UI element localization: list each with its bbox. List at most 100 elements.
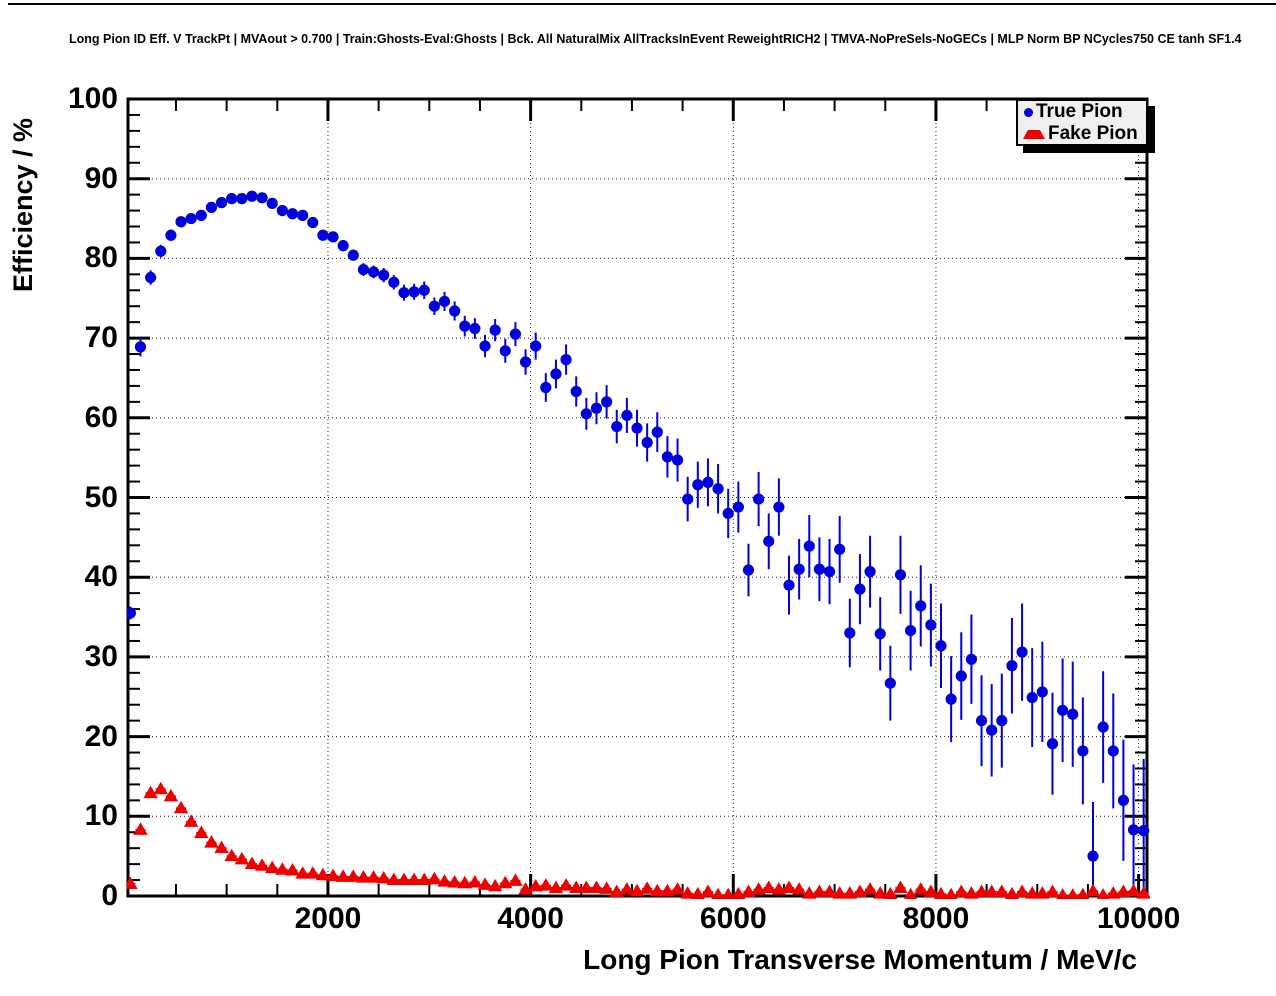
data-point	[945, 693, 957, 705]
legend-item-fake-pion: Fake Pion	[1018, 123, 1146, 145]
data-point	[1107, 745, 1119, 757]
data-point	[631, 422, 643, 434]
data-point	[590, 402, 603, 414]
data-point	[479, 340, 491, 352]
data-point	[244, 856, 260, 870]
data-point	[540, 381, 552, 394]
data-point	[568, 880, 584, 894]
data-point	[802, 886, 817, 899]
data-point	[1035, 886, 1050, 899]
canvas-top-border	[8, 3, 1276, 5]
data-point	[367, 266, 380, 278]
data-point	[143, 785, 158, 799]
data-point	[538, 878, 554, 891]
data-point	[1056, 888, 1069, 899]
data-point	[832, 886, 847, 899]
data-point	[366, 870, 381, 883]
x-tick-label: 8000	[902, 902, 970, 935]
legend: True Pion Fake Pion	[1016, 99, 1155, 153]
fake-pion-marker-icon	[1023, 129, 1045, 139]
data-point	[741, 884, 756, 898]
data-point	[974, 884, 989, 898]
data-point	[934, 886, 949, 899]
data-point	[803, 540, 815, 552]
data-point	[781, 880, 797, 894]
data-point	[386, 872, 402, 886]
data-point	[195, 209, 207, 221]
series-true-pion	[127, 190, 1150, 896]
data-point	[761, 880, 776, 894]
data-point	[580, 408, 592, 420]
data-point	[854, 583, 866, 595]
data-point	[145, 271, 157, 284]
data-point	[447, 874, 462, 888]
data-point	[751, 882, 766, 895]
data-point	[214, 840, 229, 854]
data-point	[862, 882, 878, 895]
data-point	[509, 328, 522, 340]
data-point	[954, 884, 969, 898]
data-point	[742, 564, 755, 576]
data-point	[680, 886, 695, 899]
data-point	[731, 886, 746, 899]
data-point	[1077, 745, 1089, 757]
data-point	[812, 884, 827, 898]
data-point	[185, 212, 197, 225]
data-point	[459, 320, 471, 332]
data-point	[822, 884, 837, 898]
data-point	[155, 245, 167, 257]
data-point	[1097, 721, 1109, 733]
y-tick-label: 90	[84, 161, 118, 195]
x-tick-label: 6000	[699, 902, 767, 935]
data-point	[1126, 883, 1141, 897]
data-point	[127, 607, 136, 619]
data-point	[994, 884, 1010, 898]
data-point	[317, 229, 329, 241]
data-point	[964, 886, 979, 899]
data-point	[406, 872, 422, 886]
data-point	[418, 284, 430, 296]
data-point	[955, 670, 967, 682]
data-point	[499, 345, 511, 357]
data-point	[570, 385, 582, 398]
data-point	[266, 197, 278, 210]
data-point	[489, 324, 501, 336]
data-point	[923, 884, 939, 898]
data-point	[183, 814, 199, 827]
data-point	[944, 887, 958, 899]
data-point	[1036, 686, 1048, 698]
y-tick-label: 30	[84, 639, 118, 673]
data-point	[599, 881, 614, 894]
data-point	[315, 867, 331, 881]
data-point	[842, 886, 858, 899]
data-point	[721, 887, 735, 899]
data-point	[246, 190, 258, 202]
data-point	[428, 300, 440, 312]
data-point	[609, 884, 624, 898]
y-tick-label: 50	[84, 480, 118, 514]
data-point	[356, 870, 371, 883]
data-point	[621, 409, 633, 422]
data-point	[1106, 886, 1121, 899]
data-point	[467, 874, 483, 888]
data-point	[285, 863, 300, 876]
x-axis-title: Long Pion Transverse Momentum / MeV/c	[583, 944, 1137, 975]
data-point	[327, 231, 339, 243]
data-point	[275, 862, 290, 875]
data-point	[1085, 883, 1101, 897]
y-tick-label: 10	[84, 799, 118, 833]
data-point	[550, 368, 562, 380]
data-point	[518, 882, 533, 895]
data-point	[548, 880, 564, 894]
data-point	[437, 874, 452, 887]
data-point	[639, 881, 655, 894]
data-point	[1026, 691, 1038, 704]
data-point	[1004, 886, 1019, 899]
data-point	[335, 869, 351, 882]
data-point	[690, 886, 705, 899]
data-point	[378, 269, 390, 281]
data-point	[773, 501, 785, 513]
data-point	[408, 286, 420, 298]
data-point	[205, 201, 218, 213]
data-point	[305, 866, 320, 879]
